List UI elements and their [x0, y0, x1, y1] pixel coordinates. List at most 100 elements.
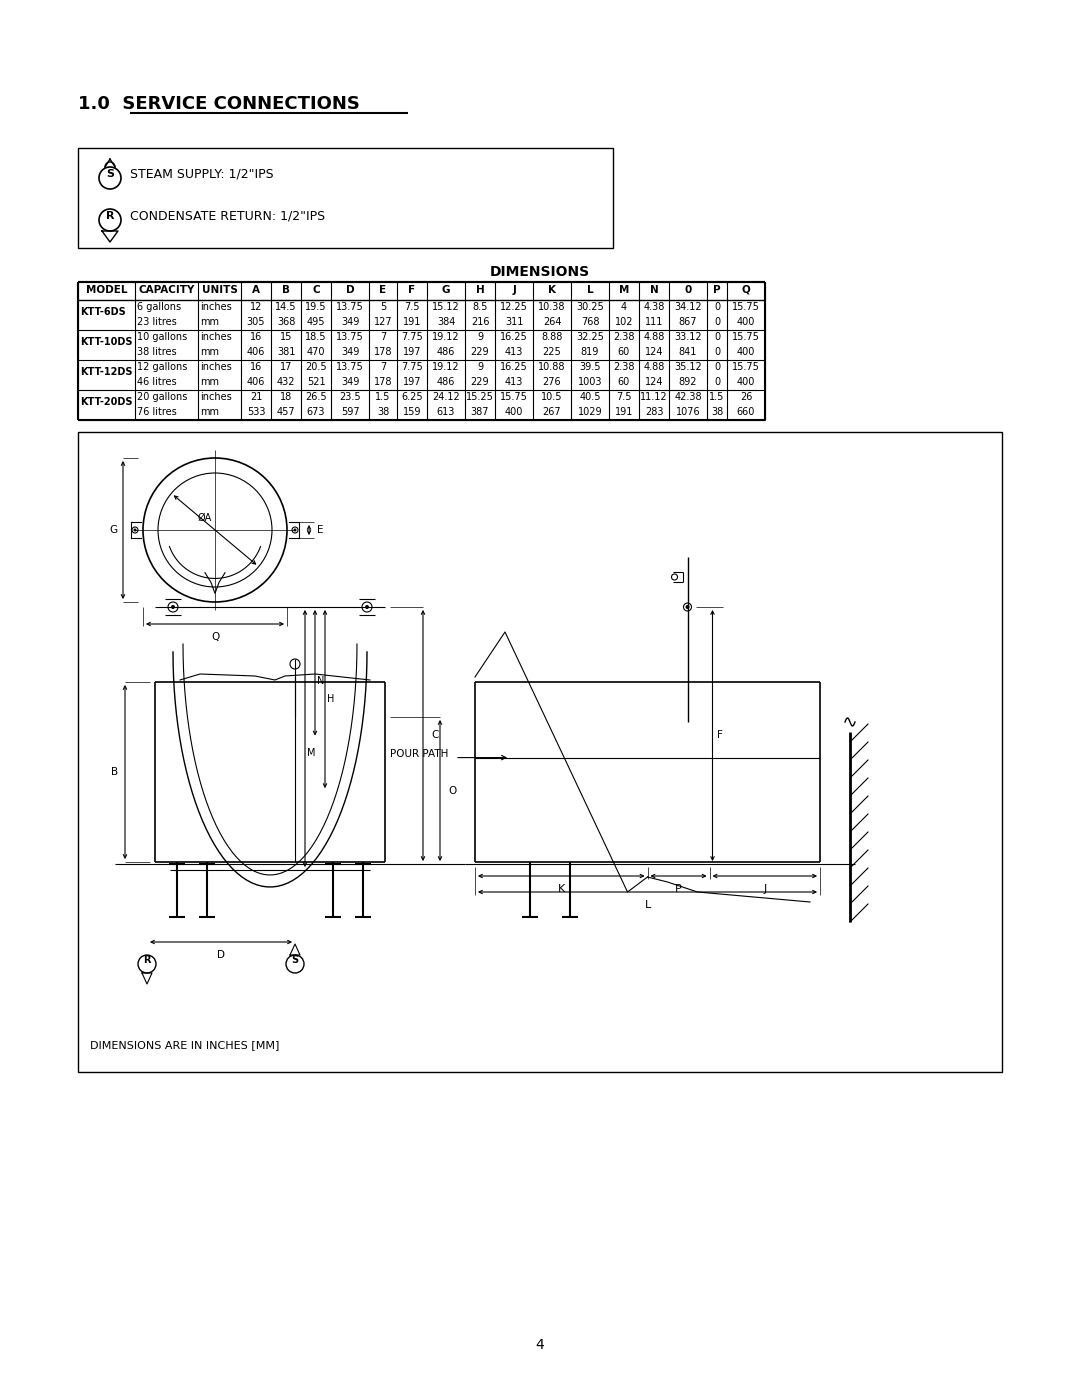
Text: J: J	[512, 285, 516, 295]
Text: 400: 400	[737, 317, 755, 327]
Text: 12: 12	[249, 302, 262, 312]
Text: 892: 892	[678, 377, 698, 387]
Text: 111: 111	[645, 317, 663, 327]
Text: 276: 276	[542, 377, 562, 387]
Text: 0: 0	[714, 332, 720, 342]
Text: 841: 841	[679, 346, 698, 358]
Text: 32.25: 32.25	[576, 332, 604, 342]
Text: 0: 0	[685, 285, 691, 295]
Text: 1.0  SERVICE CONNECTIONS: 1.0 SERVICE CONNECTIONS	[78, 95, 360, 113]
Text: DIMENSIONS: DIMENSIONS	[490, 265, 590, 279]
Text: 10.88: 10.88	[538, 362, 566, 372]
Text: inches: inches	[200, 362, 232, 372]
Text: mm: mm	[200, 407, 219, 416]
Text: 16: 16	[249, 362, 262, 372]
Text: 18: 18	[280, 393, 292, 402]
Text: 1003: 1003	[578, 377, 603, 387]
Text: M: M	[619, 285, 630, 295]
Text: 0: 0	[714, 302, 720, 312]
Text: L: L	[586, 285, 593, 295]
Text: 4: 4	[536, 1338, 544, 1352]
Text: 216: 216	[471, 317, 489, 327]
Text: 23.5: 23.5	[339, 393, 361, 402]
Text: 400: 400	[737, 346, 755, 358]
Text: 191: 191	[615, 407, 633, 416]
Text: 23 litres: 23 litres	[137, 317, 177, 327]
Text: 26.5: 26.5	[306, 393, 327, 402]
Circle shape	[134, 528, 136, 531]
Text: 457: 457	[276, 407, 295, 416]
Text: G: G	[109, 525, 117, 535]
Text: 21: 21	[249, 393, 262, 402]
Text: E: E	[379, 285, 387, 295]
Text: 1076: 1076	[676, 407, 700, 416]
Text: K: K	[548, 285, 556, 295]
Text: 5: 5	[380, 302, 387, 312]
Text: 1.5: 1.5	[710, 393, 725, 402]
Text: 673: 673	[307, 407, 325, 416]
Text: 486: 486	[436, 346, 455, 358]
Text: 10 gallons: 10 gallons	[137, 332, 187, 342]
Text: F: F	[408, 285, 416, 295]
Text: 159: 159	[403, 407, 421, 416]
Text: 20.5: 20.5	[306, 362, 327, 372]
Text: 7.75: 7.75	[401, 362, 423, 372]
Text: 40.5: 40.5	[579, 393, 600, 402]
Text: R: R	[106, 211, 114, 221]
Text: A: A	[252, 285, 260, 295]
Text: 16: 16	[249, 332, 262, 342]
Text: 384: 384	[436, 317, 455, 327]
Text: 400: 400	[504, 407, 523, 416]
Text: 9: 9	[477, 332, 483, 342]
Text: L: L	[645, 900, 650, 909]
Text: 20 gallons: 20 gallons	[137, 393, 187, 402]
Text: 7.5: 7.5	[404, 302, 420, 312]
Text: 349: 349	[341, 317, 360, 327]
Text: 38 litres: 38 litres	[137, 346, 177, 358]
Text: 613: 613	[436, 407, 455, 416]
Text: 264: 264	[543, 317, 562, 327]
Text: H: H	[327, 694, 335, 704]
Text: P: P	[713, 285, 720, 295]
Text: 349: 349	[341, 346, 360, 358]
Text: 60: 60	[618, 346, 630, 358]
Text: 387: 387	[471, 407, 489, 416]
Text: 15.75: 15.75	[732, 302, 760, 312]
Text: 34.12: 34.12	[674, 302, 702, 312]
Text: 229: 229	[471, 377, 489, 387]
Text: 406: 406	[247, 377, 266, 387]
Text: 24.12: 24.12	[432, 393, 460, 402]
Bar	[78, 432, 1002, 1071]
Text: 4.88: 4.88	[644, 332, 664, 342]
Text: 15.12: 15.12	[432, 302, 460, 312]
Text: ØA: ØA	[198, 513, 212, 522]
Text: 768: 768	[581, 317, 599, 327]
Text: S: S	[292, 956, 298, 965]
Circle shape	[686, 605, 689, 609]
Text: 178: 178	[374, 346, 392, 358]
Text: C: C	[312, 285, 320, 295]
Text: 19.5: 19.5	[306, 302, 327, 312]
Text: D: D	[346, 285, 354, 295]
Text: 15.75: 15.75	[732, 362, 760, 372]
Text: 400: 400	[737, 377, 755, 387]
Text: 311: 311	[504, 317, 523, 327]
Text: 13.75: 13.75	[336, 332, 364, 342]
Text: O: O	[448, 785, 456, 795]
Text: 413: 413	[504, 346, 523, 358]
Text: 7: 7	[380, 362, 387, 372]
Text: 12.25: 12.25	[500, 302, 528, 312]
Text: 660: 660	[737, 407, 755, 416]
Text: D: D	[217, 950, 225, 960]
Text: F: F	[717, 731, 724, 740]
Text: 18.5: 18.5	[306, 332, 327, 342]
Text: 16.25: 16.25	[500, 362, 528, 372]
Text: 15.75: 15.75	[732, 332, 760, 342]
Text: 26: 26	[740, 393, 752, 402]
Text: 4.88: 4.88	[644, 362, 664, 372]
Text: 0: 0	[714, 346, 720, 358]
Text: 16.25: 16.25	[500, 332, 528, 342]
Circle shape	[171, 605, 175, 609]
Text: STEAM SUPPLY: 1/2"IPS: STEAM SUPPLY: 1/2"IPS	[130, 168, 273, 180]
Text: 4.38: 4.38	[644, 302, 664, 312]
